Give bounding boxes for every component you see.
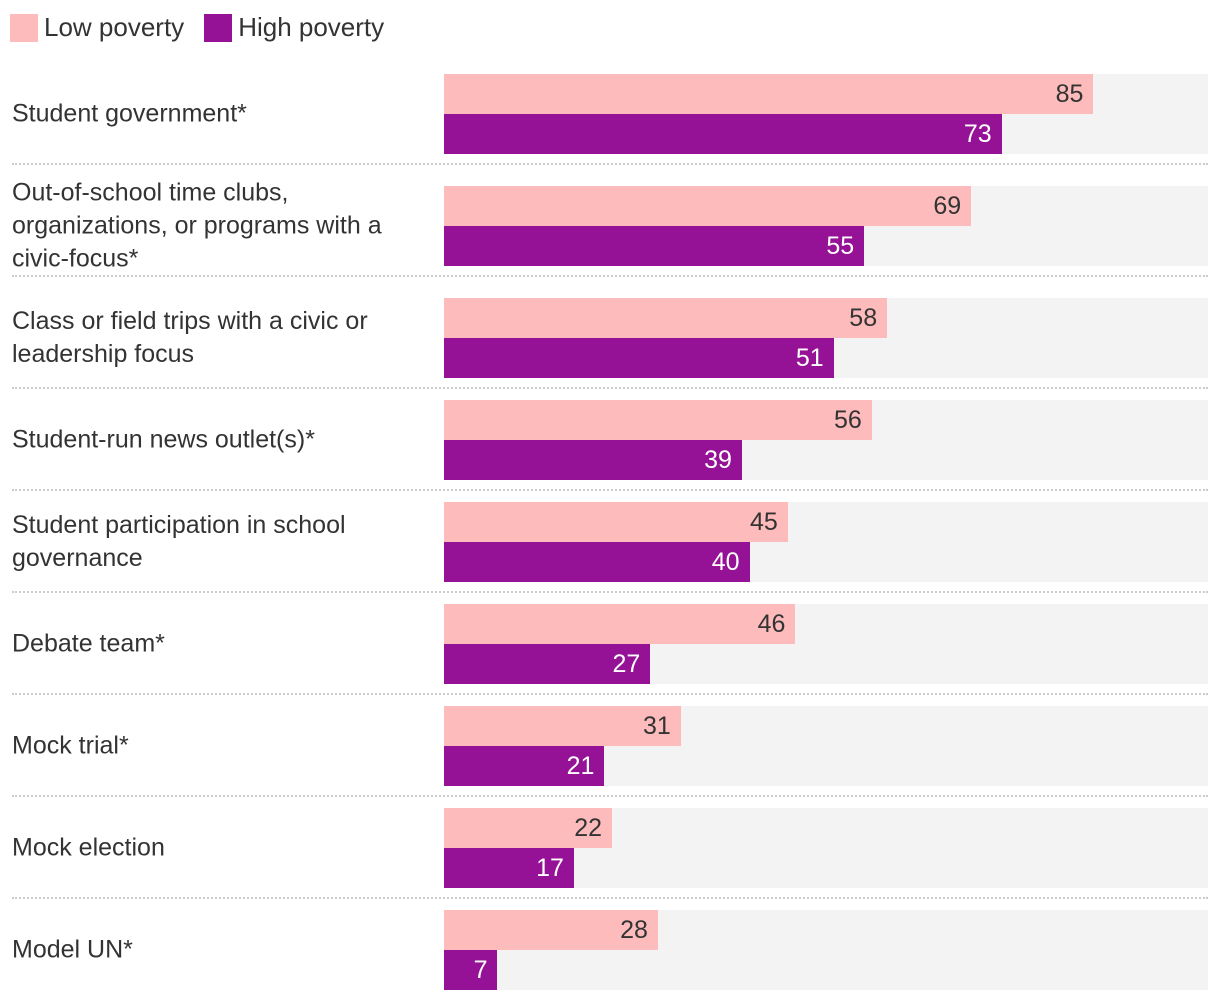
category-label: Debate team* [12,629,165,658]
data-label: 27 [612,650,641,678]
row-divider [12,387,1208,389]
data-label: 45 [749,508,778,536]
data-label: 51 [795,344,824,372]
category-label: Class or field trips with a civic or lea… [12,307,368,368]
data-label: 28 [620,916,648,944]
data-label: 17 [536,854,564,882]
data-label: 21 [566,752,595,780]
bar-high-poverty [444,226,865,266]
data-label: 40 [711,548,740,576]
bar-low-poverty [444,400,872,440]
bar-high-poverty [444,338,834,378]
bar-low-poverty [444,502,788,542]
category-label: Out-of-school time clubs, organizations,… [12,178,382,273]
data-label: 56 [834,406,862,434]
row-divider [12,489,1208,491]
bar-low-poverty [444,298,888,338]
category-label: Student government* [12,99,247,128]
category-label: Mock trial* [12,731,129,760]
bar-high-poverty [444,746,605,786]
legend-swatch-high-poverty [204,13,233,42]
bar-high-poverty [444,114,1002,154]
data-label: 31 [643,712,671,740]
category-label: Student participation in school governan… [12,511,346,572]
bar-low-poverty [444,808,613,848]
bar-low-poverty [444,186,972,226]
data-label: 58 [849,304,878,332]
data-label: 39 [704,446,732,474]
data-label: 73 [963,120,992,148]
bar-low-poverty [444,74,1094,114]
data-label: 46 [757,610,786,638]
bar-high-poverty [444,950,498,990]
data-label: 69 [933,192,962,220]
category-label: Student-run news outlet(s)* [12,425,315,454]
bar-low-poverty [444,910,658,950]
row-divider [12,591,1208,593]
legend: Low poverty High poverty [10,12,404,43]
bar-high-poverty [444,440,742,480]
row-divider [12,163,1208,165]
bar-high-poverty [444,542,750,582]
bar-high-poverty [444,848,574,888]
category-label: Model UN* [12,935,133,964]
bar-low-poverty [444,706,681,746]
data-label: 22 [574,814,603,842]
legend-item-low-poverty: Low poverty [10,12,184,43]
legend-item-high-poverty: High poverty [204,12,384,43]
legend-label: Low poverty [44,12,185,42]
bar-high-poverty [444,644,651,684]
row-divider [12,275,1208,277]
data-label: 55 [826,232,855,260]
data-label: 85 [1055,80,1084,108]
row-divider [12,897,1208,899]
data-label: 7 [473,956,488,984]
legend-swatch-low-poverty [10,13,38,42]
row-divider [12,693,1208,695]
legend-label: High poverty [238,12,385,42]
category-label: Mock election [12,833,165,862]
bar-low-poverty [444,604,796,644]
row-divider [12,795,1208,797]
